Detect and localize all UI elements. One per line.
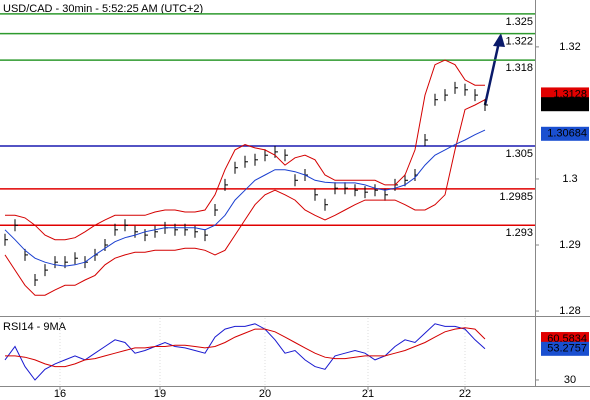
x-tick-label: 21	[362, 388, 374, 400]
price-marker-label: 1.31132	[548, 98, 587, 110]
price-bar	[184, 223, 188, 236]
price-bar	[364, 186, 368, 199]
level-label: 1.322	[505, 36, 533, 48]
price-bar	[434, 93, 438, 106]
price-bar	[444, 89, 448, 102]
price-bar	[314, 188, 318, 201]
price-marker-label: 1.30684	[547, 128, 587, 140]
y-tick-label: 30	[564, 374, 576, 386]
price-bar	[114, 223, 118, 236]
level-label: 1.2985	[499, 191, 533, 203]
level-label: 1.293	[505, 227, 533, 239]
price-bar	[294, 174, 298, 187]
price-bar	[44, 264, 48, 277]
price-bar	[424, 134, 428, 146]
price-bar	[354, 184, 358, 197]
price-bar	[34, 274, 38, 286]
price-bar	[464, 83, 468, 96]
price-bar	[324, 198, 328, 211]
panel-title: RSI14 - 9MA	[3, 321, 67, 333]
price-marker	[541, 126, 589, 141]
price-bar	[4, 233, 8, 246]
price-bar	[484, 99, 488, 111]
price-marker	[541, 97, 589, 112]
indicator-line	[4, 99, 486, 296]
price-bar	[14, 219, 18, 232]
y-tick-label: 1.3	[562, 173, 577, 185]
level-label: 1.318	[505, 62, 533, 74]
price-bar	[454, 81, 458, 94]
price-bar	[204, 229, 208, 242]
level-label: 1.325	[505, 16, 533, 28]
price-bar	[284, 149, 288, 162]
panel-title: USD/CAD - 30min - 5:52:25 AM (UTC+2)	[3, 3, 203, 15]
price-bar	[374, 184, 378, 197]
x-tick-label: 20	[259, 388, 271, 400]
price-bar	[384, 188, 388, 201]
price-bar	[224, 178, 228, 191]
x-tick-label: 16	[54, 388, 66, 400]
y-tick-label: 1.28	[559, 305, 580, 317]
x-tick-label: 22	[459, 388, 471, 400]
price-marker	[541, 341, 589, 356]
forecast-arrowhead	[493, 33, 505, 47]
level-label: 1.305	[505, 148, 533, 160]
price-bar	[334, 182, 338, 195]
price-bar	[134, 225, 138, 238]
price-bar	[234, 161, 238, 174]
y-tick-label: 1.32	[559, 41, 580, 53]
price-bar	[54, 256, 58, 269]
price-bar	[174, 223, 178, 236]
y-tick-label: 1.29	[559, 239, 580, 251]
price-bar	[154, 225, 158, 238]
price-bar	[344, 182, 348, 195]
price-bar	[74, 252, 78, 265]
forecast-arrow	[483, 41, 501, 106]
price-marker-label: 53.2757	[547, 343, 587, 355]
indicator-line	[4, 129, 486, 267]
x-tick-label: 19	[154, 388, 166, 400]
price-bar	[144, 229, 148, 242]
price-bar	[104, 239, 108, 251]
indicator-line	[5, 327, 486, 368]
indicator-line	[5, 59, 485, 241]
price-bar	[124, 219, 128, 232]
price-bar	[474, 89, 478, 102]
price-bar	[264, 149, 268, 162]
price-bar	[254, 153, 258, 166]
price-bar	[244, 155, 248, 168]
price-bar	[214, 204, 218, 216]
